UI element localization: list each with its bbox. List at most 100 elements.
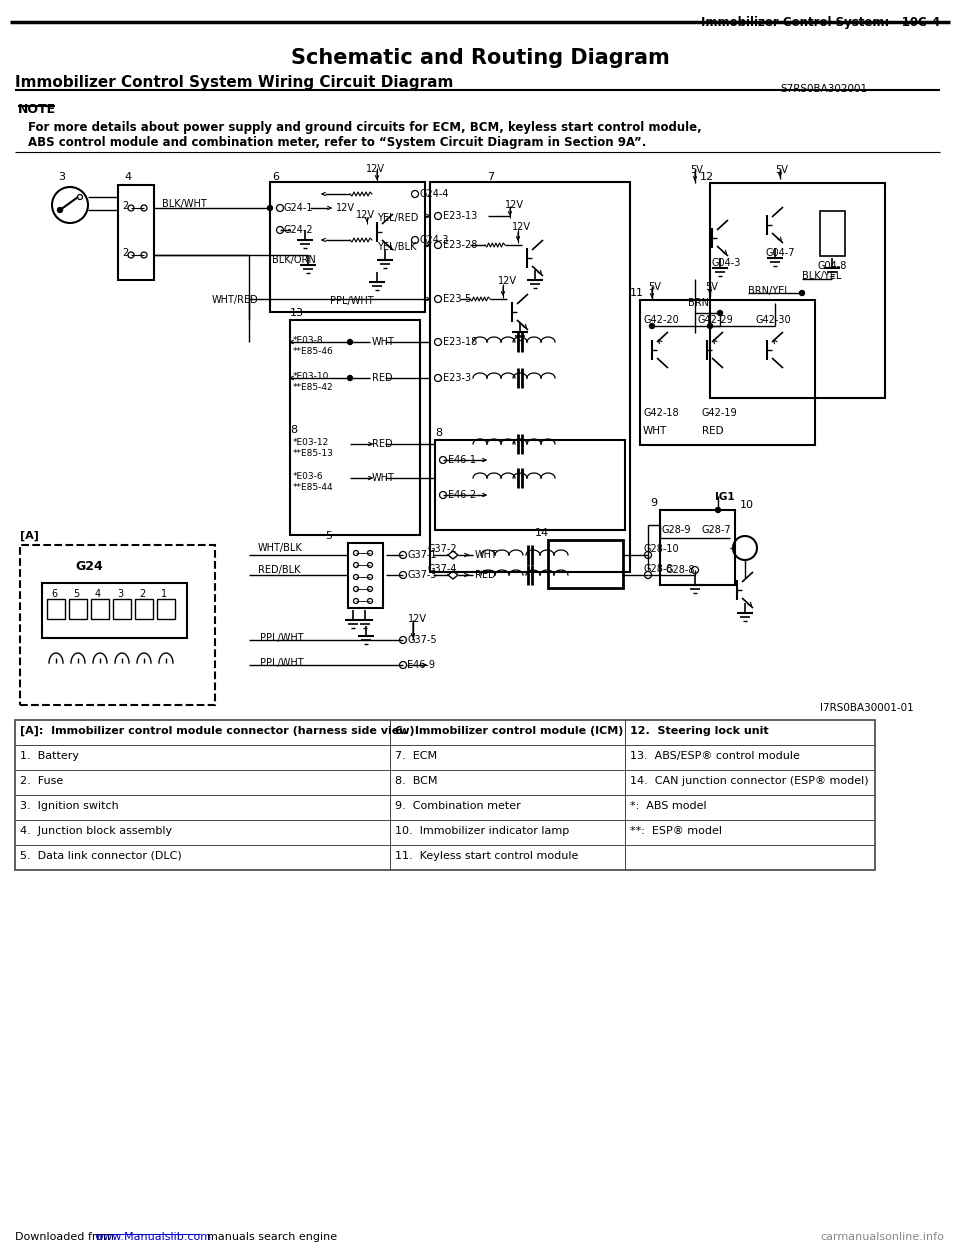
Circle shape <box>717 310 723 315</box>
Text: www.Manualslib.com: www.Manualslib.com <box>95 1232 212 1242</box>
Text: 12.  Steering lock unit: 12. Steering lock unit <box>630 727 769 737</box>
Text: G24-3: G24-3 <box>420 235 449 245</box>
Text: 5V: 5V <box>775 165 788 175</box>
Text: 5.  Data link connector (DLC): 5. Data link connector (DLC) <box>20 851 181 861</box>
Bar <box>348 543 383 609</box>
Text: **E85-44: **E85-44 <box>293 483 334 492</box>
Text: Downloaded from: Downloaded from <box>15 1232 117 1242</box>
Text: 11: 11 <box>630 288 644 298</box>
Text: WHT/BLK: WHT/BLK <box>258 543 302 553</box>
Text: RED: RED <box>372 438 393 450</box>
Text: G42-20: G42-20 <box>643 315 679 325</box>
Text: G28-7: G28-7 <box>702 525 732 535</box>
Text: 5V: 5V <box>690 165 703 175</box>
Text: 5: 5 <box>73 589 80 599</box>
Text: For more details about power supply and ground circuits for ECM, BCM, keyless st: For more details about power supply and … <box>28 120 702 149</box>
Text: carmanualsonline.info: carmanualsonline.info <box>820 1232 944 1242</box>
Text: Schematic and Routing Diagram: Schematic and Routing Diagram <box>291 48 669 68</box>
Text: manuals search engine: manuals search engine <box>200 1232 337 1242</box>
Text: G24: G24 <box>75 560 103 573</box>
Text: Immobilizer Control System Wiring Circuit Diagram: Immobilizer Control System Wiring Circui… <box>15 75 453 89</box>
Text: *E03-8: *E03-8 <box>293 337 324 345</box>
Text: 14: 14 <box>535 528 549 538</box>
Bar <box>710 183 885 397</box>
Text: G37-5: G37-5 <box>407 635 437 645</box>
Text: WHT: WHT <box>372 473 395 483</box>
Text: **:  ESP® model: **: ESP® model <box>630 826 722 836</box>
Text: 10.  Immobilizer indicator lamp: 10. Immobilizer indicator lamp <box>395 826 569 836</box>
Text: 8: 8 <box>290 425 298 435</box>
Text: YEL/RED: YEL/RED <box>377 212 419 224</box>
Bar <box>548 540 623 587</box>
Text: 6: 6 <box>272 171 279 183</box>
Text: *E03-12: *E03-12 <box>293 438 329 447</box>
Bar <box>640 301 815 445</box>
Text: IG1: IG1 <box>715 492 734 502</box>
Bar <box>435 440 625 530</box>
Text: 9.  Combination meter: 9. Combination meter <box>395 801 520 811</box>
Text: 4: 4 <box>95 589 101 599</box>
Text: BLK/YEL: BLK/YEL <box>802 271 841 281</box>
Text: 2.  Fuse: 2. Fuse <box>20 776 63 786</box>
Circle shape <box>708 323 712 328</box>
Circle shape <box>348 375 352 380</box>
Text: E46-1: E46-1 <box>448 455 476 465</box>
Circle shape <box>268 205 273 210</box>
Text: G42-19: G42-19 <box>702 409 737 419</box>
Text: 2: 2 <box>122 248 129 258</box>
Text: E23-18: E23-18 <box>443 337 477 347</box>
Text: E23-5: E23-5 <box>443 294 471 304</box>
Text: 8: 8 <box>435 428 443 438</box>
Text: G37-4: G37-4 <box>428 564 458 574</box>
Circle shape <box>800 291 804 296</box>
Text: 9: 9 <box>650 498 658 508</box>
Bar <box>157 599 175 619</box>
Text: E23-13: E23-13 <box>443 211 477 221</box>
Bar <box>91 599 109 619</box>
Text: YEL/BLK: YEL/BLK <box>377 242 417 252</box>
Text: 3: 3 <box>117 589 123 599</box>
Bar <box>290 320 420 535</box>
Text: 13.  ABS/ESP® control module: 13. ABS/ESP® control module <box>630 751 800 761</box>
Text: 11.  Keyless start control module: 11. Keyless start control module <box>395 851 578 861</box>
Text: PPL/WHT: PPL/WHT <box>260 633 303 643</box>
Text: RED: RED <box>475 570 495 580</box>
Text: 14.  CAN junction connector (ESP® model): 14. CAN junction connector (ESP® model) <box>630 776 869 786</box>
Text: PPL/WHT: PPL/WHT <box>330 296 373 306</box>
Text: G28-10: G28-10 <box>643 544 679 554</box>
Text: G42-30: G42-30 <box>755 315 791 325</box>
Text: I7RS0BA30001-01: I7RS0BA30001-01 <box>820 703 914 713</box>
Text: 1: 1 <box>161 589 167 599</box>
Text: G37-2: G37-2 <box>428 544 458 554</box>
Text: G42-29: G42-29 <box>698 315 733 325</box>
Circle shape <box>348 339 352 344</box>
Bar <box>15 720 875 869</box>
Text: G04-8: G04-8 <box>818 261 848 271</box>
Text: E46-9: E46-9 <box>407 660 435 669</box>
Text: *E03-6: *E03-6 <box>293 472 324 481</box>
Bar <box>270 183 425 312</box>
Circle shape <box>650 323 655 328</box>
Text: S7RS0BA302001: S7RS0BA302001 <box>780 84 867 94</box>
Text: 5V: 5V <box>648 282 660 292</box>
Text: WHT: WHT <box>643 426 667 436</box>
Text: BRN: BRN <box>688 298 709 308</box>
Text: NOTE: NOTE <box>18 103 56 116</box>
Text: G24-1: G24-1 <box>284 202 314 212</box>
Text: 4: 4 <box>124 171 132 183</box>
Text: E23-3: E23-3 <box>443 373 471 383</box>
Text: G37-3: G37-3 <box>407 570 437 580</box>
Text: RED: RED <box>702 426 724 436</box>
Text: 12V: 12V <box>355 210 374 220</box>
Text: **E85-46: **E85-46 <box>293 347 334 356</box>
Text: *:  ABS model: *: ABS model <box>630 801 707 811</box>
Text: 6.  Immobilizer control module (ICM): 6. Immobilizer control module (ICM) <box>395 727 623 737</box>
Text: G04-7: G04-7 <box>765 248 795 258</box>
Bar <box>660 510 735 585</box>
Text: **E85-42: **E85-42 <box>293 383 334 392</box>
Text: 12V: 12V <box>498 276 517 286</box>
Circle shape <box>58 207 62 212</box>
Text: 5V: 5V <box>705 282 718 292</box>
Text: G28-9: G28-9 <box>662 525 691 535</box>
Text: **E85-13: **E85-13 <box>293 450 334 458</box>
